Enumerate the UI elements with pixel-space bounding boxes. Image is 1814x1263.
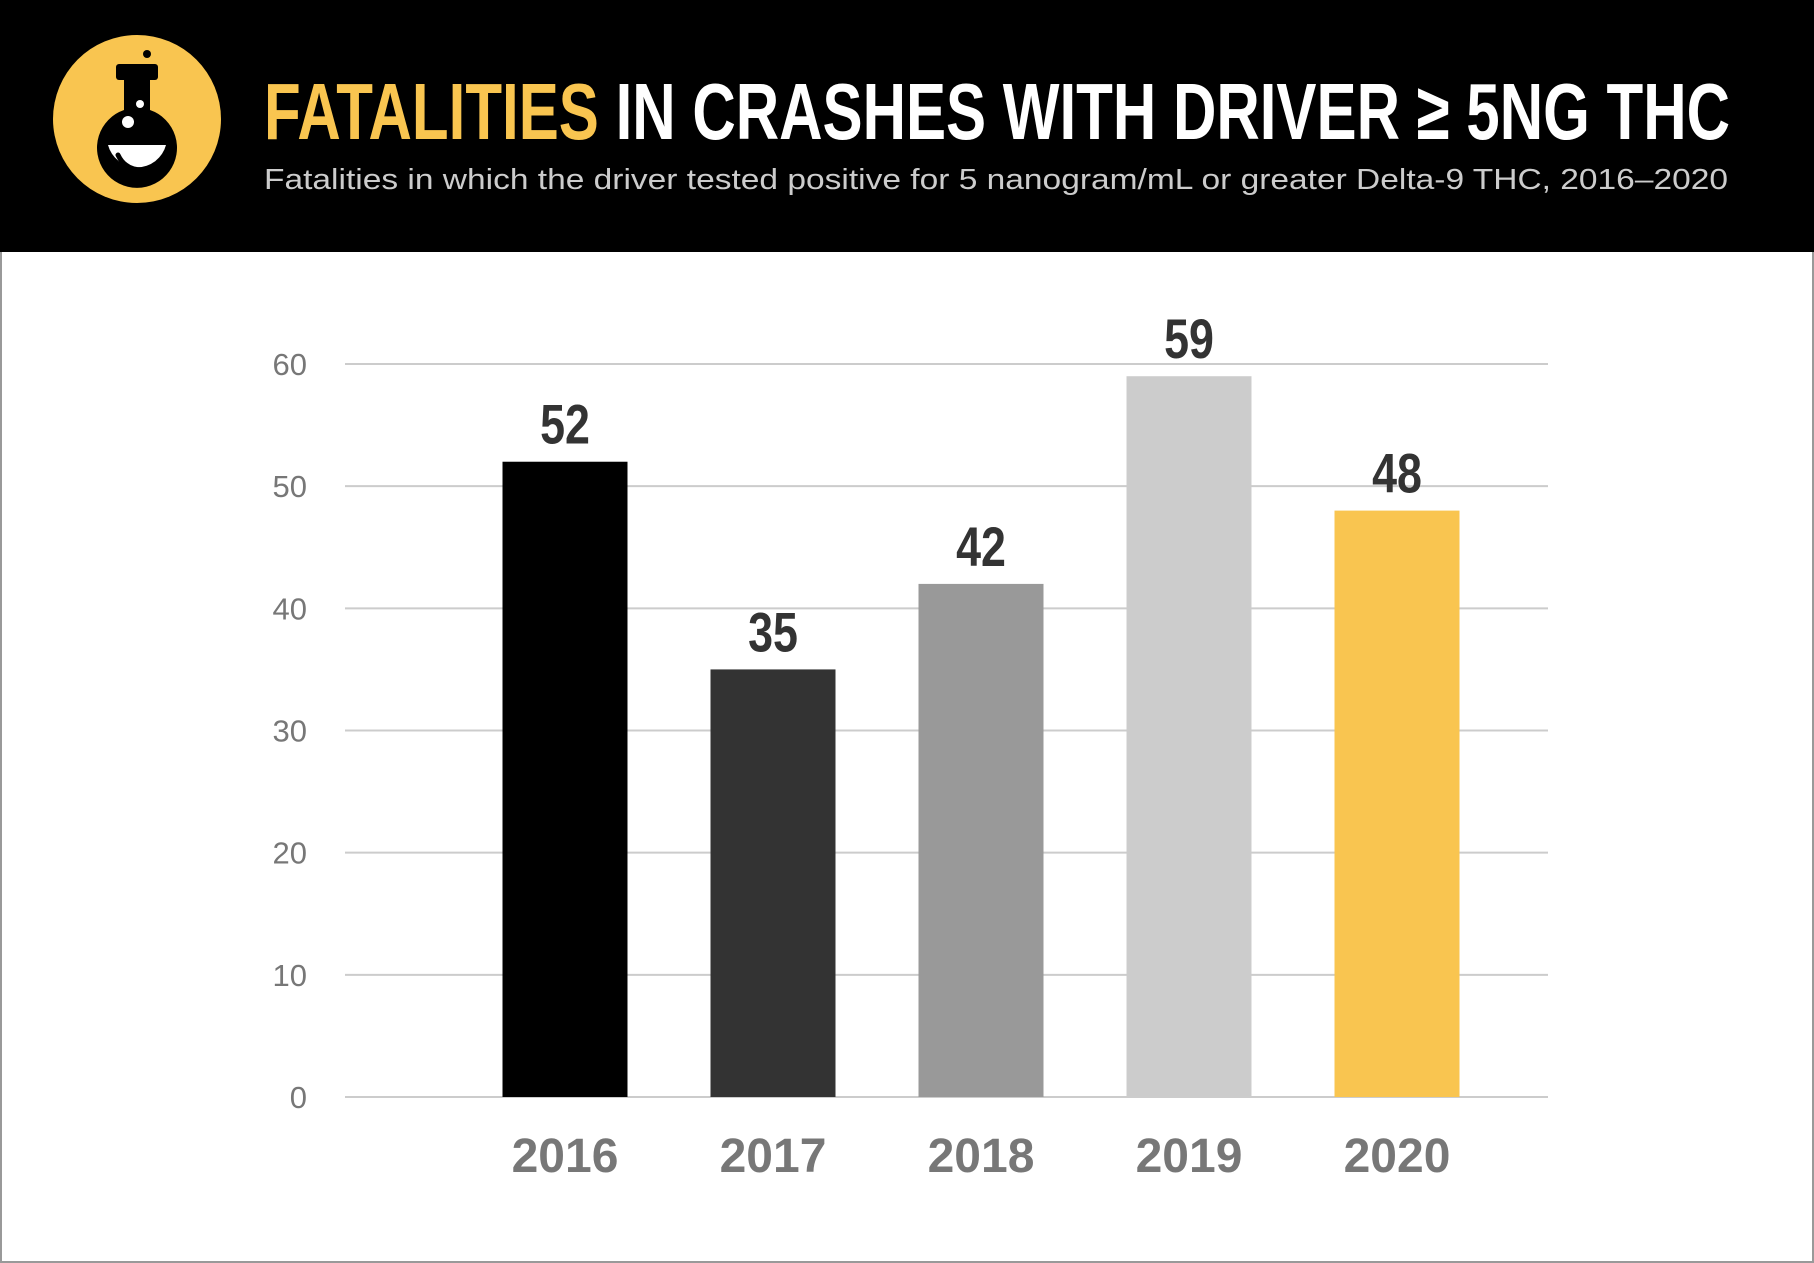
- bar: [918, 583, 1044, 1097]
- y-tick-label: 60: [273, 347, 307, 382]
- chart-title: FATALITIES IN CRASHES WITH DRIVER ≥ 5NG …: [264, 67, 1730, 156]
- y-tick-label: 0: [290, 1080, 307, 1115]
- value-label: 42: [956, 515, 1006, 578]
- header-band: [0, 0, 1814, 252]
- x-tick-label: 2019: [1136, 1130, 1243, 1183]
- y-tick-label: 30: [273, 714, 307, 749]
- x-tick-label: 2018: [928, 1130, 1035, 1183]
- bar: [502, 461, 628, 1097]
- bar: [1334, 510, 1460, 1098]
- y-tick-label: 10: [273, 958, 307, 993]
- bar: [710, 669, 836, 1097]
- x-tick-label: 2017: [720, 1130, 827, 1183]
- bar: [1126, 376, 1252, 1097]
- y-tick-label: 40: [273, 591, 307, 626]
- y-tick-label: 20: [273, 836, 307, 871]
- value-label: 59: [1164, 307, 1214, 370]
- chart-subtitle: Fatalities in which the driver tested po…: [264, 164, 1728, 196]
- y-tick-label: 50: [273, 469, 307, 504]
- title-rest: IN CRASHES WITH DRIVER ≥ 5NG THC: [616, 67, 1730, 156]
- value-label: 35: [748, 601, 798, 664]
- title-highlight: FATALITIES: [264, 67, 599, 156]
- value-label: 52: [540, 393, 590, 456]
- value-label: 48: [1372, 442, 1422, 505]
- x-tick-label: 2016: [512, 1130, 619, 1183]
- flask-icon: [53, 35, 221, 203]
- x-tick-label: 2020: [1344, 1130, 1451, 1183]
